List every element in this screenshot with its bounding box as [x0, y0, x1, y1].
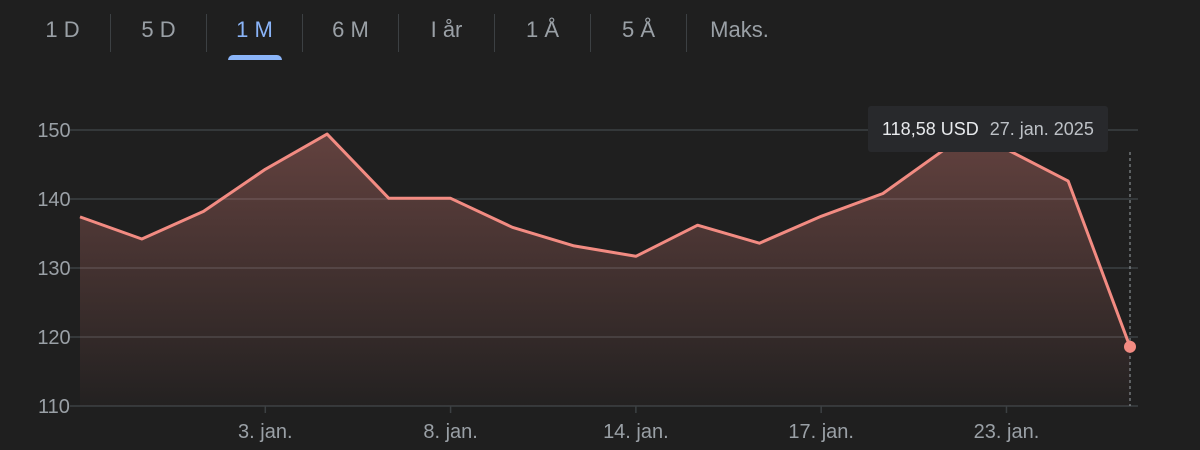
price-area [80, 134, 1130, 406]
data-point [79, 215, 82, 218]
time-range-tabs: 1 D 5 D 1 M 6 M I år 1 Å 5 Å Maks. [15, 0, 792, 60]
highlight-point[interactable] [1124, 340, 1136, 353]
tab-0[interactable]: 1 D [15, 0, 110, 60]
tab-separator [206, 14, 207, 52]
x-tick-label: 8. jan. [423, 421, 477, 443]
tab-separator [590, 14, 591, 52]
tab-6[interactable]: 5 Å [591, 0, 686, 60]
tab-separator [686, 14, 687, 52]
data-point [696, 224, 699, 227]
y-axis-ticks: 110 120 130 140 150 [37, 120, 70, 418]
tab-3[interactable]: 6 M [303, 0, 398, 60]
data-point [1067, 180, 1070, 183]
tab-label: 5 Å [621, 17, 656, 42]
data-point [758, 242, 761, 245]
tab-5[interactable]: 1 Å [495, 0, 590, 60]
x-axis-ticks: 3. jan. 8. jan. 14. jan. 17. jan. 23. jan. [238, 406, 1039, 443]
x-tick-label: 14. jan. [603, 421, 669, 443]
tab-label: 1 Å [525, 17, 560, 42]
data-point [326, 133, 329, 136]
tab-2[interactable]: 1 M [207, 0, 302, 60]
y-tick-label: 130 [37, 258, 70, 280]
tab-label: 5 D [141, 17, 176, 42]
tab-separator [494, 14, 495, 52]
data-point [264, 168, 267, 171]
tab-label: 1 M [236, 17, 273, 42]
tab-label: Maks. [710, 17, 769, 42]
tab-label: I år [430, 17, 463, 42]
y-tick-label: 110 [38, 396, 70, 418]
tab-separator [398, 14, 399, 52]
y-tick-label: 120 [37, 327, 70, 349]
data-point [202, 210, 205, 213]
tooltip-date: 27. jan. 2025 [989, 118, 1094, 139]
data-point [140, 238, 143, 241]
tab-1[interactable]: 5 D [111, 0, 206, 60]
data-point [573, 244, 576, 247]
tab-label: 1 D [45, 17, 80, 42]
x-tick-label: 17. jan. [788, 421, 854, 443]
data-point [511, 226, 514, 229]
x-tick-label: 23. jan. [974, 421, 1040, 443]
data-point [449, 197, 452, 200]
tab-7[interactable]: Maks. [687, 0, 792, 60]
price-tooltip: 118,58 USD 27. jan. 2025 [868, 106, 1108, 152]
y-tick-label: 150 [37, 120, 70, 142]
y-tick-label: 140 [37, 189, 70, 211]
tab-4[interactable]: I år [399, 0, 494, 60]
tooltip-price: 118,58 USD [882, 118, 979, 139]
data-point [881, 192, 884, 195]
x-tick-label: 3. jan. [238, 421, 292, 443]
tab-label: 6 M [332, 17, 369, 42]
data-point [634, 255, 637, 258]
tab-separator [302, 14, 303, 52]
data-point [387, 197, 390, 200]
data-point [820, 215, 823, 218]
tab-separator [110, 14, 111, 52]
active-tab-indicator [227, 55, 282, 60]
